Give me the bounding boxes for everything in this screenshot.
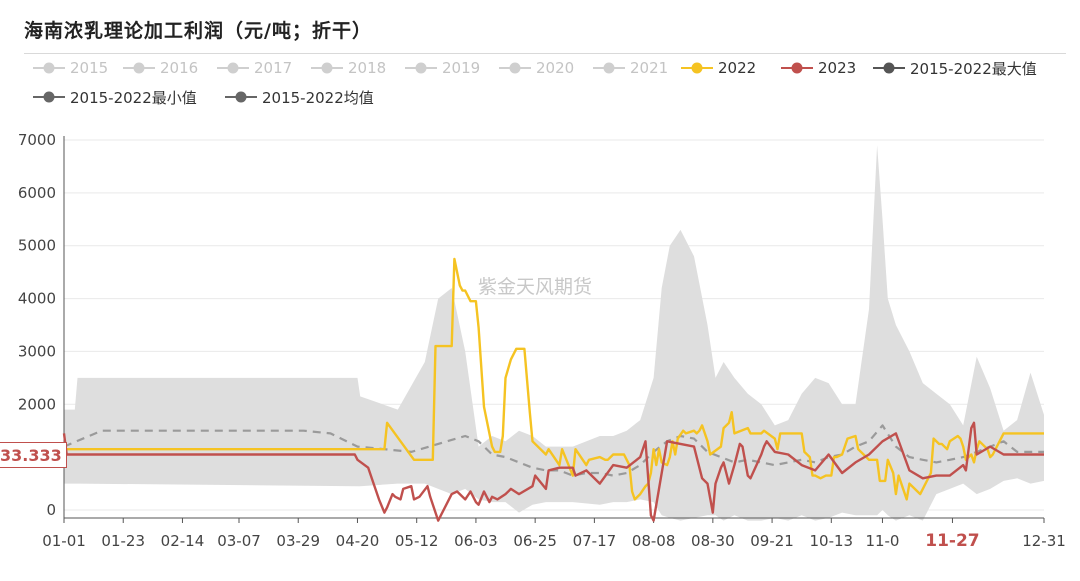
legend-label: 2016 [160,59,199,77]
legend-marker-icon [225,91,257,103]
legend-label: 2019 [442,59,481,77]
x-tick-label: 04-20 [336,532,380,550]
x-tick-label: 08-30 [691,532,735,550]
legend-marker-icon [33,91,65,103]
legend-label: 2015 [70,59,109,77]
legend-marker-icon [33,62,65,74]
y-tick-label: 6000 [18,184,56,202]
legend-item[interactable]: 2015-2022最大值 [872,57,1037,79]
x-tick-label: 01-01 [42,532,86,550]
legend-item[interactable]: 2021 [592,57,668,79]
x-tick-label: 03-07 [217,532,261,550]
legend-marker-icon [123,62,155,74]
legend-marker-icon [217,62,249,74]
y-tick-label: 0 [46,501,56,519]
x-tick-label: 06-25 [513,532,557,550]
legend-item[interactable]: 2023 [780,57,856,79]
x-tick-label: 03-29 [276,532,320,550]
legend-label: 2018 [348,59,387,77]
x-tick-label: 07-17 [573,532,617,550]
legend-marker-icon [681,62,713,74]
x-tick-label: 12-31 [1022,532,1066,550]
x-tick-label: 09-21 [750,532,794,550]
series-2022-line [64,257,1044,501]
series-2015-2022-mean-line [63,424,1044,477]
chart-title: 海南浓乳理论加工利润（元/吨；折干） [24,20,372,42]
legend-label: 2023 [818,59,857,77]
legend-marker-icon [873,62,905,74]
legend-item[interactable]: 2019 [404,57,480,79]
legend-item[interactable]: 2015-2022最小值 [32,86,197,108]
x-tick-label: 08-08 [632,532,676,550]
x-tick-label: 11-0 [865,532,899,550]
band-max-min-area [64,145,1044,521]
legend-label: 2017 [254,59,293,77]
legend-label: 2015-2022最小值 [70,88,197,107]
legend-marker-icon [499,62,531,74]
y-tick-label: 7000 [18,131,56,149]
legend-item[interactable]: 2015-2022均值 [224,86,374,108]
y-tick-label: 5000 [18,237,56,255]
y-tick-label: 3000 [18,342,56,360]
legend-label: 2022 [718,59,757,77]
legend-label: 2015-2022最大值 [910,59,1037,78]
legend-item[interactable]: 2017 [216,57,292,79]
legend-label: 2021 [630,59,669,77]
legend-item[interactable]: 2018 [310,57,386,79]
legend-label: 2015-2022均值 [262,88,374,107]
watermark: 紫金天风期货 [478,276,593,298]
x-tick-label: 02-14 [161,532,205,550]
legend-marker-icon [593,62,625,74]
x-tick-label: 10-13 [810,532,854,550]
x-tick-label: 11-27 [925,531,979,551]
x-tick-label: 06-03 [454,532,498,550]
legend-marker-icon [781,62,813,74]
cursor-value-label: 33.333 [0,442,67,469]
y-tick-label: 2000 [18,395,56,413]
series-2023-line [62,421,1044,522]
legend-label: 2020 [536,59,575,77]
legend-marker-icon [405,62,437,74]
y-tick-label: 4000 [18,290,56,308]
legend-item[interactable]: 2020 [498,57,574,79]
title-divider [24,53,1066,54]
x-tick-label: 01-23 [101,532,145,550]
legend-item[interactable]: 2015 [32,57,108,79]
legend-item[interactable]: 2016 [122,57,198,79]
legend-marker-icon [311,62,343,74]
x-tick-label: 05-12 [395,532,439,550]
legend-item[interactable]: 2022 [680,57,756,79]
